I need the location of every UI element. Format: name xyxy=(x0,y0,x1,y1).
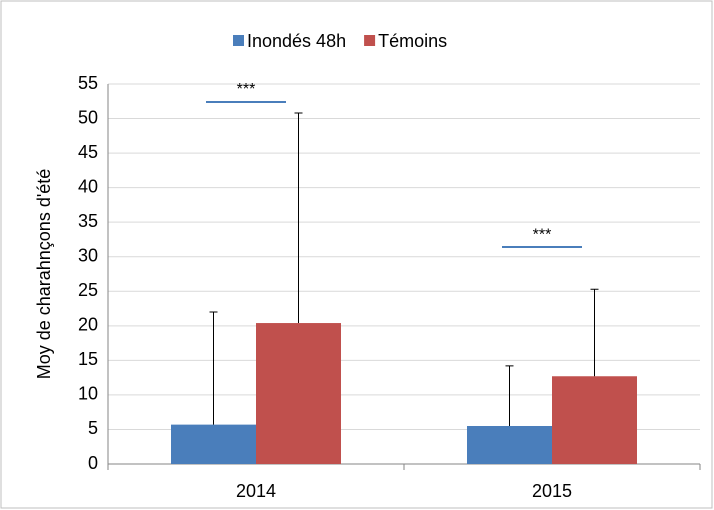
bar xyxy=(552,376,637,464)
legend-label: Inondés 48h xyxy=(247,31,346,51)
significance-label: *** xyxy=(237,81,256,98)
error-bar xyxy=(505,365,514,426)
y-tick-label: 40 xyxy=(78,176,98,196)
y-tick-label: 45 xyxy=(78,142,98,162)
y-tick-label: 10 xyxy=(78,384,98,404)
y-tick-label: 20 xyxy=(78,315,98,335)
y-tick-label: 0 xyxy=(88,453,98,473)
legend-swatch xyxy=(364,35,376,46)
y-tick-label: 55 xyxy=(78,73,98,93)
legend-swatch xyxy=(233,35,244,46)
y-tick-label: 35 xyxy=(78,211,98,231)
error-bar xyxy=(209,311,218,425)
legend-label: Témoins xyxy=(378,31,447,51)
error-bar xyxy=(294,112,303,324)
error-bar xyxy=(590,288,599,377)
y-tick-label: 25 xyxy=(78,280,98,300)
x-tick-label: 2015 xyxy=(532,481,572,501)
y-tick-label: 50 xyxy=(78,107,98,127)
y-tick-label: 5 xyxy=(88,418,98,438)
bar xyxy=(467,426,552,464)
significance-label: *** xyxy=(533,226,552,243)
y-tick-label: 15 xyxy=(78,349,98,369)
bar xyxy=(171,424,256,464)
y-axis-label: Moy de charahnçons d'été xyxy=(34,169,54,380)
y-tick-label: 30 xyxy=(78,245,98,265)
x-tick-label: 2014 xyxy=(236,481,276,501)
bar xyxy=(256,323,341,464)
